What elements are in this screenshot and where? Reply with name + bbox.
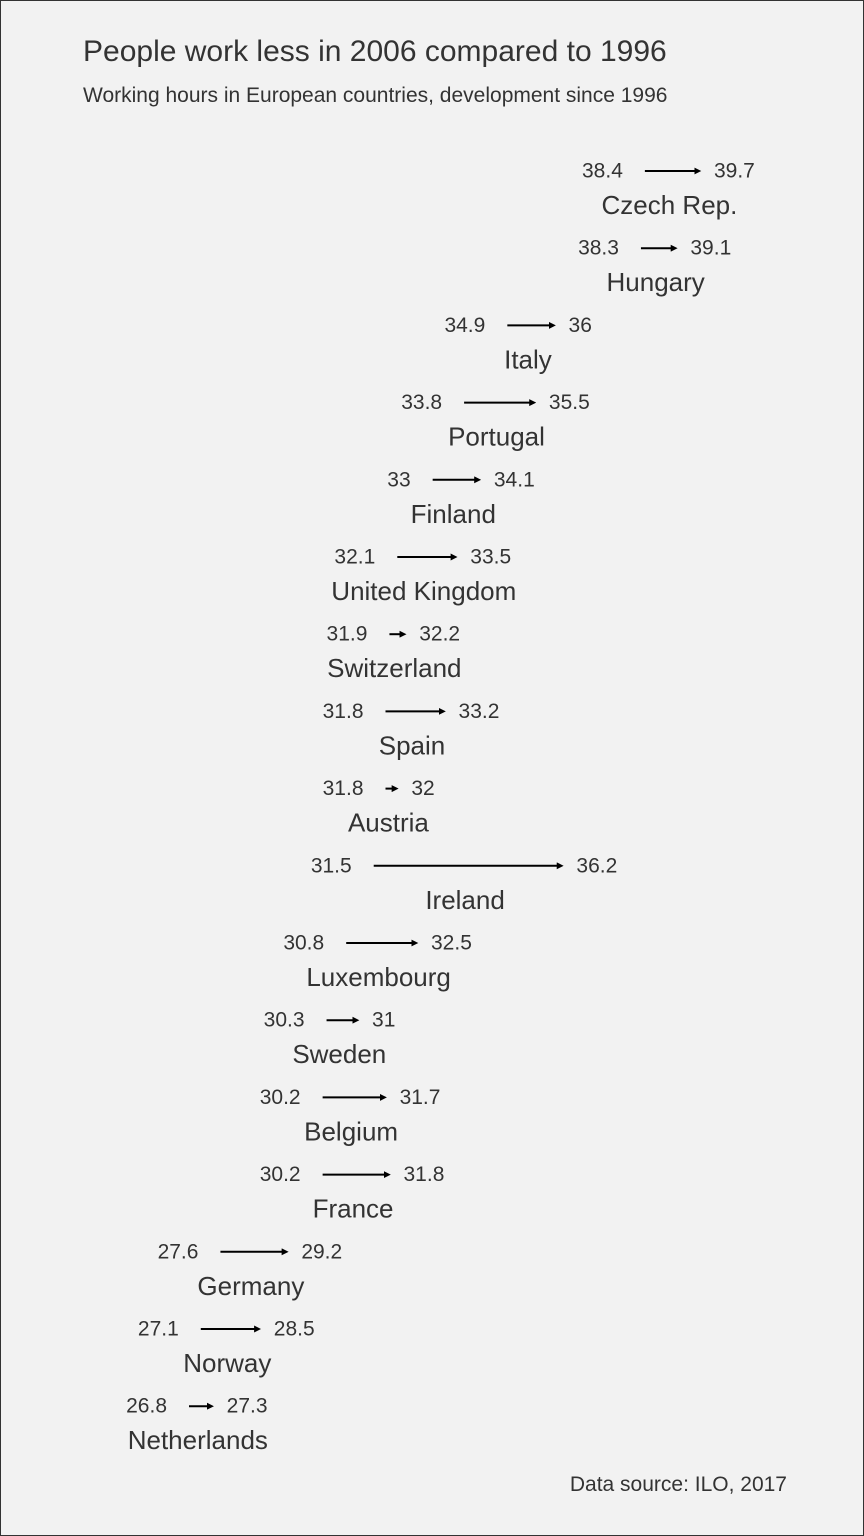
start-value-label: 31.7	[400, 1086, 441, 1109]
end-value-label: 31.8	[323, 700, 364, 723]
start-value-label: 33.5	[470, 546, 511, 569]
end-value-label: 30.3	[264, 1009, 305, 1032]
end-value-label: 33	[387, 468, 410, 491]
country-label: France	[313, 1194, 394, 1224]
country-label: Norway	[183, 1348, 271, 1378]
start-value-label: 32.5	[431, 932, 472, 955]
arrow-row: 38.3 39.1 Hungary	[578, 237, 731, 298]
chart-title: People work less in 2006 compared to 199…	[83, 35, 667, 68]
start-value-label: 27.3	[227, 1395, 268, 1418]
country-label: Luxembourg	[306, 962, 451, 992]
country-label: Belgium	[304, 1116, 398, 1146]
start-value-label: 39.7	[714, 160, 755, 183]
country-label: Finland	[411, 499, 496, 529]
end-value-label: 38.4	[582, 160, 623, 183]
start-value-label: 39.1	[690, 237, 731, 260]
country-label: United Kingdom	[331, 576, 516, 606]
start-value-label: 31.8	[404, 1163, 445, 1186]
arrow-row: 31.5 36.2 Ireland	[311, 854, 617, 915]
arrow-row: 34.9 36 Italy	[444, 314, 591, 375]
country-label: Ireland	[425, 885, 505, 915]
arrow-row: 31.8 33.2 Spain	[323, 700, 500, 761]
arrow-row: 27.6 29.2 Germany	[158, 1240, 343, 1301]
start-value-label: 36.2	[576, 854, 617, 877]
end-value-label: 31.9	[327, 623, 368, 646]
start-value-label: 32.2	[419, 623, 460, 646]
arrow-row: 33 34.1 Finland	[387, 468, 534, 529]
end-value-label: 27.6	[158, 1240, 199, 1263]
country-label: Czech Rep.	[602, 190, 738, 220]
arrow-row: 38.4 39.7 Czech Rep.	[582, 160, 755, 221]
arrow-row: 26.8 27.3 Netherlands	[126, 1395, 268, 1456]
end-value-label: 30.8	[283, 932, 324, 955]
end-value-label: 30.2	[260, 1163, 301, 1186]
arrow-row: 30.8 32.5 Luxembourg	[283, 932, 472, 993]
chart-subtitle: Working hours in European countries, dev…	[83, 84, 668, 107]
country-label: Italy	[504, 344, 552, 374]
end-value-label: 38.3	[578, 237, 619, 260]
country-label: Austria	[348, 808, 429, 838]
country-label: Netherlands	[128, 1425, 268, 1455]
arrow-row: 31.9 32.2 Switzerland	[327, 623, 462, 684]
country-label: Germany	[197, 1271, 304, 1301]
end-value-label: 27.1	[138, 1318, 179, 1341]
start-value-label: 31	[372, 1009, 395, 1032]
arrow-row: 30.3 31 Sweden	[264, 1009, 396, 1069]
data-source-caption: Data source: ILO, 2017	[569, 1473, 787, 1496]
start-value-label: 35.5	[549, 391, 590, 414]
arrow-row: 31.8 32 Austria	[323, 777, 435, 838]
country-label: Portugal	[448, 422, 545, 452]
end-value-label: 32.1	[334, 546, 375, 569]
start-value-label: 33.2	[459, 700, 500, 723]
end-value-label: 31.5	[311, 854, 352, 877]
country-label: Hungary	[607, 267, 705, 297]
end-value-label: 30.2	[260, 1086, 301, 1109]
start-value-label: 32	[411, 777, 434, 800]
end-value-label: 31.8	[323, 777, 364, 800]
arrow-row: 32.1 33.5 United Kingdom	[331, 546, 516, 607]
start-value-label: 28.5	[274, 1318, 315, 1341]
start-value-label: 29.2	[301, 1240, 342, 1263]
start-value-label: 34.1	[494, 468, 535, 491]
country-label: Switzerland	[327, 653, 461, 683]
country-label: Sweden	[292, 1039, 386, 1069]
start-value-label: 36	[569, 314, 592, 337]
country-label: Spain	[379, 730, 446, 760]
end-value-label: 33.8	[401, 391, 442, 414]
arrow-row: 30.2 31.8 France	[260, 1163, 445, 1224]
end-value-label: 26.8	[126, 1395, 167, 1418]
end-value-label: 34.9	[444, 314, 485, 337]
